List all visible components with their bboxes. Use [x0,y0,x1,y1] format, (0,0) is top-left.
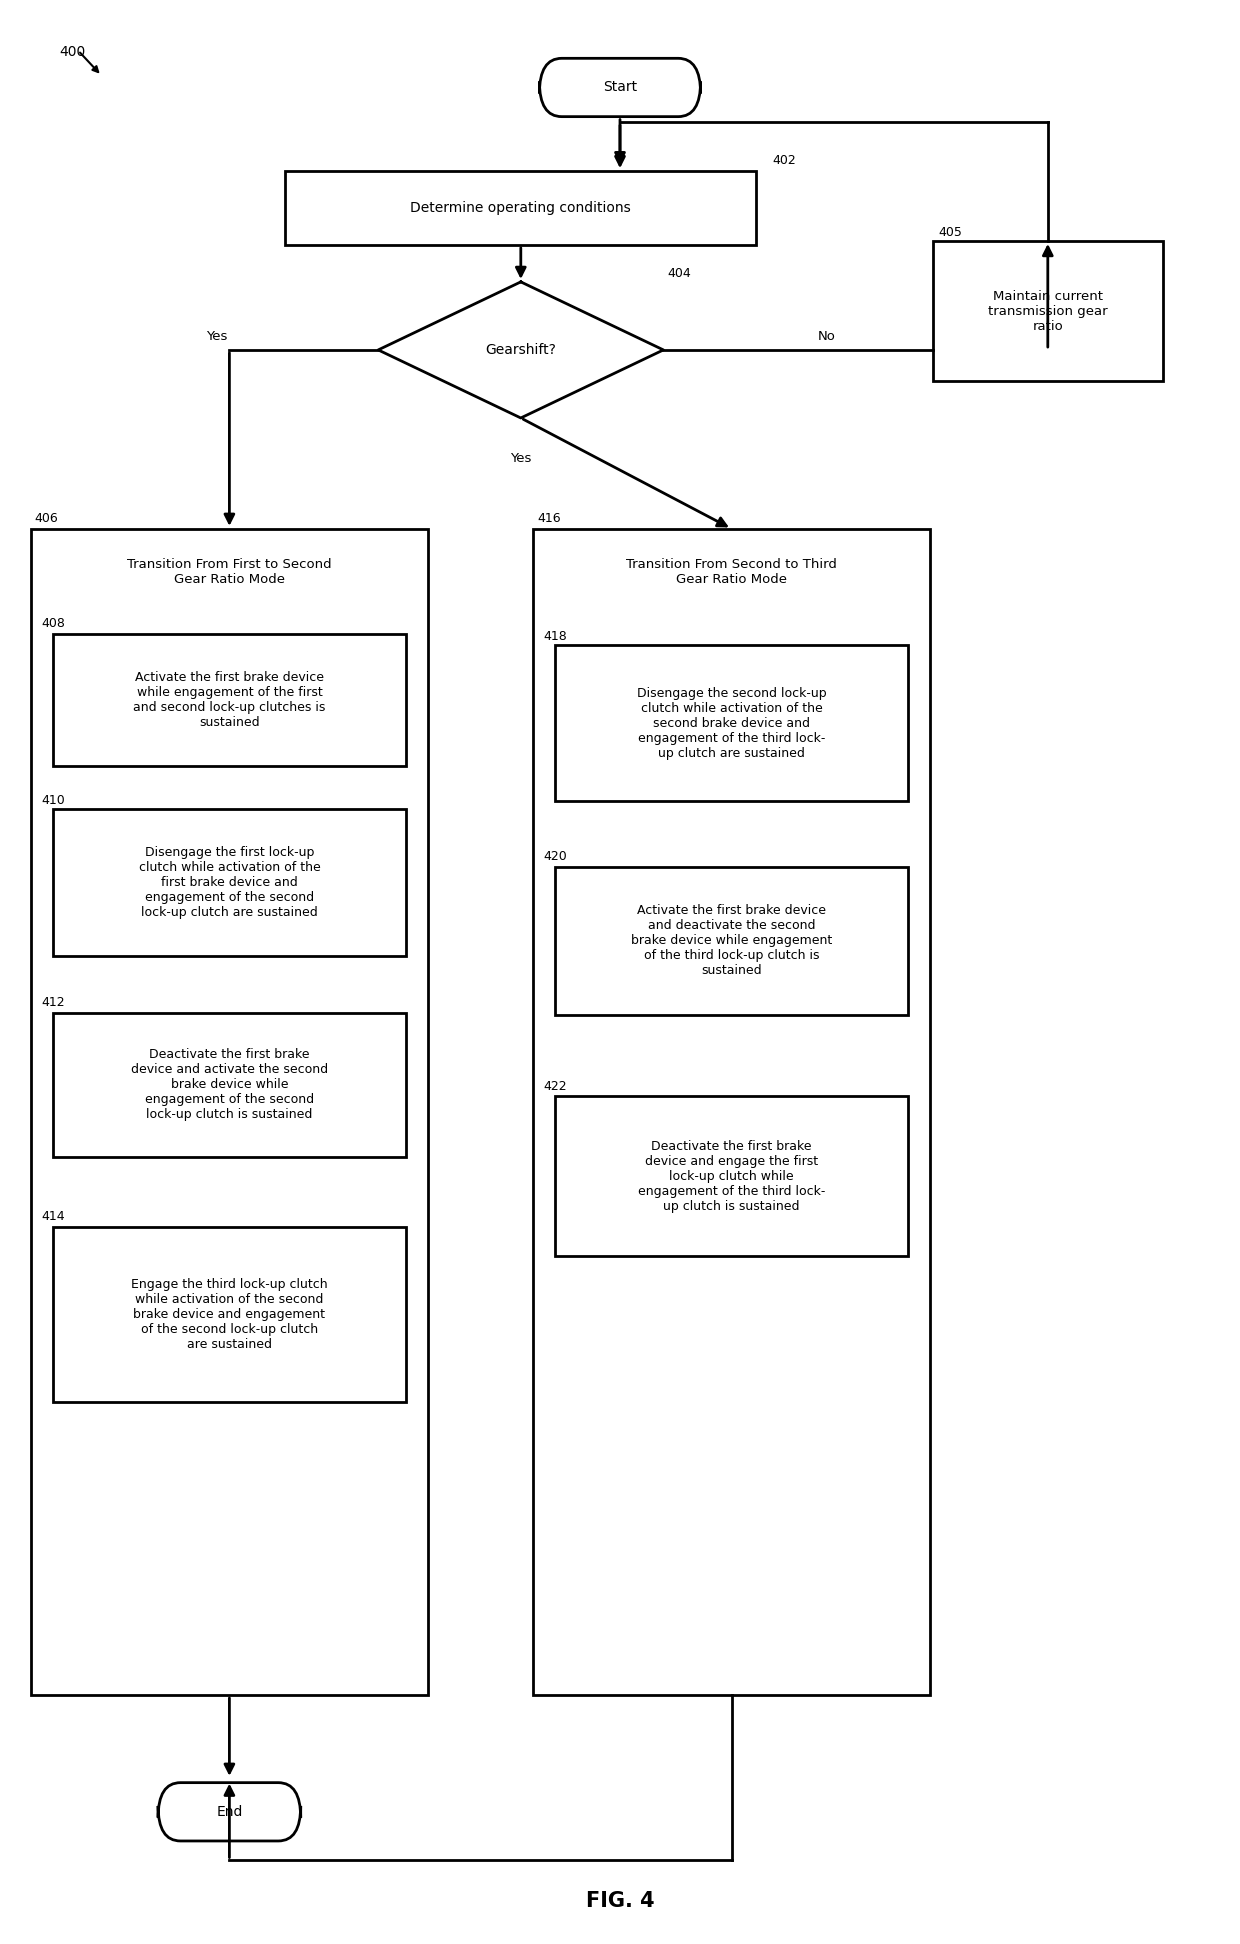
Bar [53,809,407,956]
FancyBboxPatch shape [159,1783,300,1841]
Text: 414: 414 [41,1209,64,1223]
Text: 400: 400 [60,45,86,58]
Text: Transition From Second to Third
Gear Ratio Mode: Transition From Second to Third Gear Rat… [626,558,837,585]
Text: Deactivate the first brake
device and activate the second
brake device while
eng: Deactivate the first brake device and ac… [131,1048,327,1122]
Text: Maintain current
transmission gear
ratio: Maintain current transmission gear ratio [988,290,1107,332]
Bar [556,645,908,801]
Text: Disengage the second lock-up
clutch while activation of the
second brake device : Disengage the second lock-up clutch whil… [637,686,826,760]
Text: Disengage the first lock-up
clutch while activation of the
first brake device an: Disengage the first lock-up clutch while… [139,846,320,920]
Text: 405: 405 [939,226,962,239]
Text: 422: 422 [543,1079,567,1093]
Text: 416: 416 [537,511,560,525]
Text: Start: Start [603,80,637,95]
Bar [53,1227,407,1402]
Bar [932,241,1163,381]
Text: Determine operating conditions: Determine operating conditions [410,200,631,216]
Text: Yes: Yes [206,330,228,342]
Text: Activate the first brake device
while engagement of the first
and second lock-up: Activate the first brake device while en… [133,671,326,729]
Text: 402: 402 [773,154,796,167]
Text: 418: 418 [543,630,567,643]
Text: End: End [216,1804,243,1820]
Text: 412: 412 [41,995,64,1009]
Text: Engage the third lock-up clutch
while activation of the second
brake device and : Engage the third lock-up clutch while ac… [131,1277,327,1351]
Text: Deactivate the first brake
device and engage the first
lock-up clutch while
enga: Deactivate the first brake device and en… [637,1139,826,1213]
FancyBboxPatch shape [539,58,701,117]
Bar [31,529,428,1695]
Text: Activate the first brake device
and deactivate the second
brake device while eng: Activate the first brake device and deac… [631,904,832,978]
Text: 406: 406 [35,511,58,525]
Text: Transition From First to Second
Gear Ratio Mode: Transition From First to Second Gear Rat… [126,558,332,585]
Text: 408: 408 [41,616,64,630]
Bar [556,1096,908,1256]
Bar [53,634,407,766]
Text: FIG. 4: FIG. 4 [585,1892,655,1911]
Bar [533,529,930,1695]
Text: Yes: Yes [510,453,532,465]
Polygon shape [378,282,663,418]
Text: 404: 404 [667,266,691,280]
Text: No: No [818,330,836,342]
Bar [285,171,756,245]
Text: 410: 410 [41,793,64,807]
Text: Gearshift?: Gearshift? [485,342,557,358]
Text: 420: 420 [543,850,567,863]
Bar [53,1013,407,1157]
Bar [556,867,908,1015]
